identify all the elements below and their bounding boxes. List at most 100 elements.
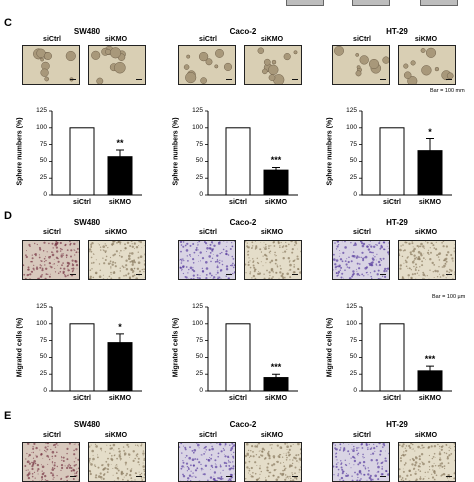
micrograph-sictrl <box>22 240 80 280</box>
image-label-sikmo: siKMO <box>96 432 136 439</box>
y-axis-label: Sphere numbers (%) <box>173 107 180 197</box>
image-label-sikmo: siKMO <box>252 36 292 43</box>
y-tick-label: 25 <box>341 370 357 377</box>
bar-chart <box>362 307 454 393</box>
y-tick-label: 50 <box>187 157 203 164</box>
cell-line-title: Caco-2 <box>178 218 308 227</box>
bar-sikmo <box>108 157 132 195</box>
x-label-sikmo: siKMO <box>105 395 135 402</box>
error-bar <box>272 374 280 377</box>
scale-bar <box>292 79 298 81</box>
y-tick-label: 125 <box>341 107 357 114</box>
y-tick-label: 25 <box>31 370 47 377</box>
x-label-sictrl: siCtrl <box>377 199 407 206</box>
y-tick-label: 100 <box>31 320 47 327</box>
y-tick-label: 50 <box>187 353 203 360</box>
x-label-sictrl: siCtrl <box>223 199 253 206</box>
bar-sikmo <box>418 371 442 391</box>
bar-sictrl <box>380 128 404 195</box>
y-tick-label: 50 <box>341 157 357 164</box>
panel-letter-c: C <box>4 17 12 29</box>
image-label-sictrl: siCtrl <box>342 36 382 43</box>
image-label-sictrl: siCtrl <box>342 432 382 439</box>
cell-line-title: HT-29 <box>332 218 462 227</box>
image-label-sictrl: siCtrl <box>188 432 228 439</box>
y-tick-label: 0 <box>187 387 203 394</box>
micrograph-sikmo <box>244 240 302 280</box>
error-bar <box>116 150 124 157</box>
bar-chart <box>208 111 300 197</box>
error-bar <box>426 366 434 371</box>
significance-marker: * <box>110 322 130 332</box>
bar-sictrl <box>70 324 94 391</box>
x-label-sikmo: siKMO <box>261 199 291 206</box>
y-axis-label: Migrated cells (%) <box>173 303 180 393</box>
scale-bar <box>70 476 76 478</box>
y-axis-label: Sphere numbers (%) <box>17 107 24 197</box>
panel-letter-e: E <box>4 410 11 422</box>
bar-chart <box>52 307 144 393</box>
scale-bar <box>446 274 452 276</box>
y-axis-label: Sphere numbers (%) <box>327 107 334 197</box>
bar-sikmo <box>108 343 132 391</box>
significance-marker: *** <box>266 155 286 165</box>
cell-line-title: Caco-2 <box>178 420 308 429</box>
micrograph-sikmo <box>398 240 456 280</box>
y-tick-label: 75 <box>31 141 47 148</box>
image-label-sictrl: siCtrl <box>188 229 228 236</box>
bar-sikmo <box>264 378 288 391</box>
error-bar <box>116 334 124 343</box>
scale-bar <box>292 274 298 276</box>
x-label-sictrl: siCtrl <box>223 395 253 402</box>
micrograph-sictrl <box>332 442 390 482</box>
micrograph-sikmo <box>244 442 302 482</box>
cell-line-title: SW480 <box>22 27 152 36</box>
scale-bar <box>70 274 76 276</box>
micrograph-sictrl <box>178 442 236 482</box>
scale-bar <box>136 476 142 478</box>
micrograph-sikmo <box>88 240 146 280</box>
significance-marker: *** <box>266 362 286 372</box>
significance-marker: * <box>420 127 440 137</box>
micrograph-sikmo <box>398 442 456 482</box>
y-tick-label: 100 <box>31 124 47 131</box>
y-tick-label: 0 <box>341 191 357 198</box>
image-label-sikmo: siKMO <box>96 36 136 43</box>
y-tick-label: 100 <box>341 124 357 131</box>
micrograph-sictrl <box>178 45 236 85</box>
x-label-sikmo: siKMO <box>415 395 445 402</box>
scale-bar <box>380 274 386 276</box>
image-label-sikmo: siKMO <box>96 229 136 236</box>
scale-bar <box>226 79 232 81</box>
scale-bar <box>446 79 452 81</box>
scale-bar <box>136 274 142 276</box>
cell-line-title: HT-29 <box>332 27 462 36</box>
image-label-sikmo: siKMO <box>252 432 292 439</box>
bar-sictrl <box>226 324 250 391</box>
scale-note-c: Bar = 100 mm <box>430 88 465 94</box>
micrograph-sikmo <box>88 442 146 482</box>
scale-bar <box>380 476 386 478</box>
scale-note-d: Bar = 100 µm <box>432 294 465 300</box>
x-label-sikmo: siKMO <box>261 395 291 402</box>
x-label-sikmo: siKMO <box>415 199 445 206</box>
micrograph-sictrl <box>332 45 390 85</box>
scale-bar <box>380 79 386 81</box>
image-label-sikmo: siKMO <box>406 36 446 43</box>
y-tick-label: 0 <box>187 191 203 198</box>
image-label-sikmo: siKMO <box>252 229 292 236</box>
y-tick-label: 125 <box>31 303 47 310</box>
cell-line-title: SW480 <box>22 420 152 429</box>
bar-sictrl <box>380 324 404 391</box>
image-label-sictrl: siCtrl <box>32 36 72 43</box>
bar-sictrl <box>70 128 94 195</box>
bar-chart <box>52 111 144 197</box>
image-label-sikmo: siKMO <box>406 432 446 439</box>
micrograph-sikmo <box>244 45 302 85</box>
scale-bar <box>226 476 232 478</box>
y-axis-label: Migrated cells (%) <box>17 303 24 393</box>
y-tick-label: 25 <box>187 370 203 377</box>
image-label-sictrl: siCtrl <box>32 432 72 439</box>
micrograph-sictrl <box>332 240 390 280</box>
y-tick-label: 25 <box>31 174 47 181</box>
